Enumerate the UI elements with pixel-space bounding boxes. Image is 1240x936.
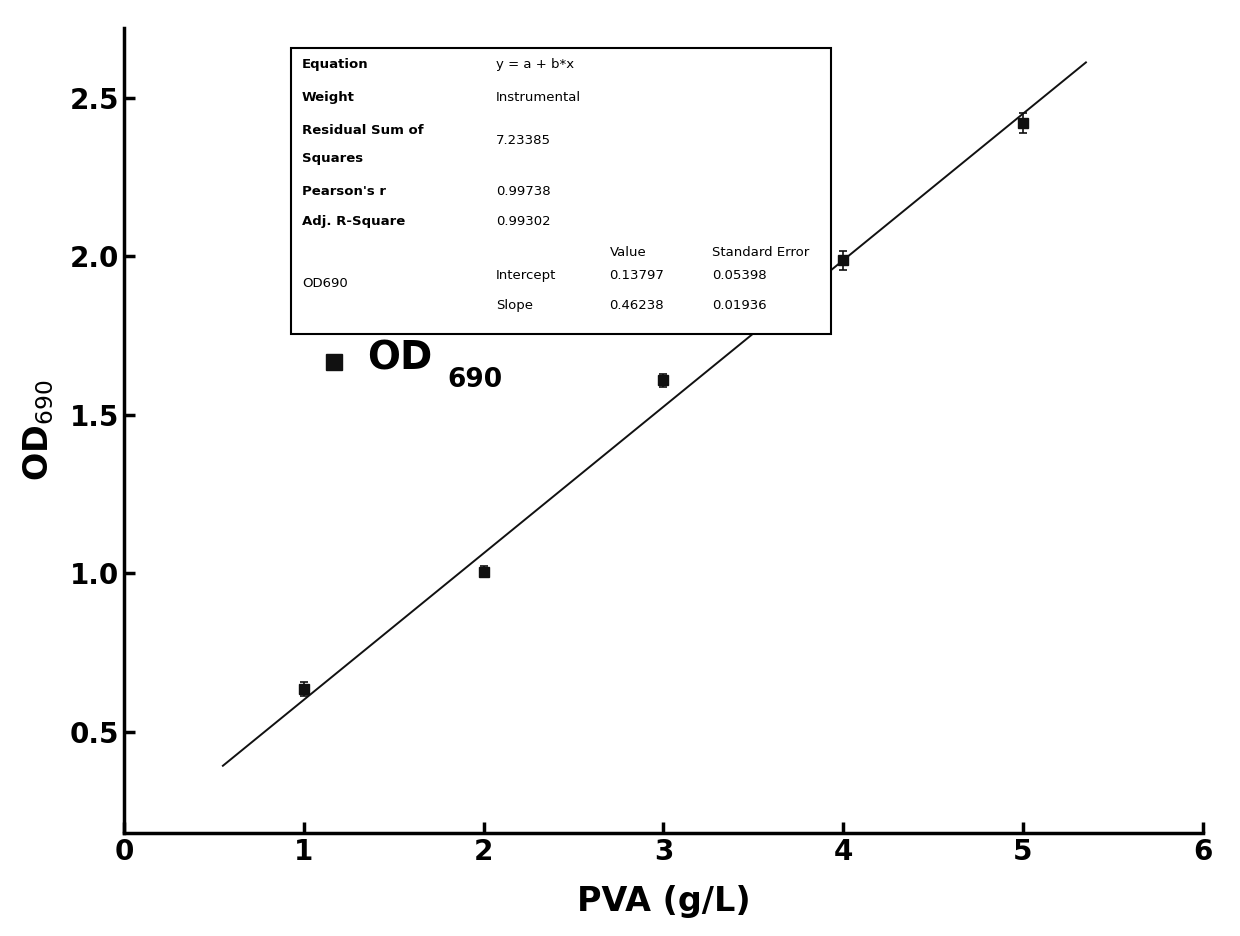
Text: Weight: Weight	[303, 91, 355, 104]
Text: Pearson's r: Pearson's r	[303, 185, 386, 197]
Text: 0.46238: 0.46238	[609, 299, 665, 312]
Y-axis label: OD$_{690}$: OD$_{690}$	[21, 380, 56, 481]
Text: Slope: Slope	[496, 299, 533, 312]
Text: 7.23385: 7.23385	[496, 134, 552, 147]
Text: Squares: Squares	[303, 152, 363, 165]
Text: 0.99738: 0.99738	[496, 185, 551, 197]
Text: OD: OD	[367, 340, 432, 378]
Text: 0.99302: 0.99302	[496, 214, 551, 227]
Text: y = a + b*x: y = a + b*x	[496, 58, 574, 71]
FancyBboxPatch shape	[291, 48, 831, 334]
Text: Standard Error: Standard Error	[712, 246, 810, 259]
Text: OD690: OD690	[303, 277, 347, 290]
Text: 0.13797: 0.13797	[609, 269, 665, 282]
Text: Value: Value	[609, 246, 646, 259]
Text: Equation: Equation	[303, 58, 368, 71]
Text: Intercept: Intercept	[496, 269, 557, 282]
Text: 0.05398: 0.05398	[712, 269, 766, 282]
Text: Adj. R-Square: Adj. R-Square	[303, 214, 405, 227]
Text: 690: 690	[448, 367, 502, 393]
Text: 0.01936: 0.01936	[712, 299, 766, 312]
X-axis label: PVA (g/L): PVA (g/L)	[577, 885, 750, 918]
Text: Residual Sum of: Residual Sum of	[303, 124, 424, 137]
Text: Instrumental: Instrumental	[496, 91, 582, 104]
